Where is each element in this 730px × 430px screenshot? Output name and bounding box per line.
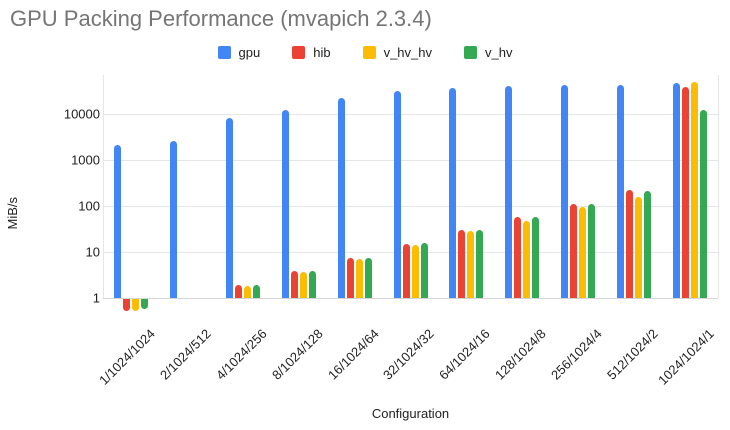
legend-swatch-v_hv_hv [362,45,376,59]
y-tick-label: 1000 [71,152,100,168]
bar-gpu-8/1024/128 [281,110,289,298]
x-axis-title: Configuration [371,406,450,421]
gridline-y-100 [103,206,718,207]
bar-v_hv-512/1024/2 [644,191,652,298]
legend-label: gpu [238,44,261,60]
legend-item-v_hv_hv: v_hv_hv [362,44,432,60]
bar-v_hv-1/1024/1024 [140,299,148,310]
legend-label: v_hv [485,44,513,60]
bar-v_hv-8/1024/128 [308,271,316,298]
bar-v_hv-256/1024/4 [588,203,596,298]
bar-v_hv_hv-256/1024/4 [579,206,587,298]
gridline-y-10000 [103,114,718,115]
plot-border-left [103,75,104,298]
x-tick-label-16/1024/64: 16/1024/64 [324,326,382,383]
chart-title: GPU Packing Performance (mvapich 2.3.4) [10,6,432,31]
bar-gpu-512/1024/2 [617,85,625,298]
legend-item-v_hv: v_hv [464,45,512,60]
bar-hib-16/1024/64 [346,257,354,298]
bar-gpu-1024/1024/1 [673,83,681,298]
bar-hib-32/1024/32 [402,243,410,298]
bar-hib-256/1024/4 [570,204,578,298]
bar-v_hv_hv-8/1024/128 [299,272,307,298]
bar-hib-64/1024/16 [458,230,466,298]
bar-hib-1/1024/1024 [122,299,130,311]
bar-gpu-32/1024/32 [393,91,401,298]
bar-v_hv-128/1024/8 [532,216,540,298]
gridline-y-1 [103,298,718,299]
bar-gpu-4/1024/256 [225,118,233,298]
x-tick-label-1024/1024/1: 1024/1024/1 [654,326,717,388]
gridline-y-1000 [103,160,718,161]
bar-gpu-128/1024/8 [505,86,513,298]
legend-item-gpu: gpu [217,44,261,60]
y-tick-label: 10 [85,244,100,260]
bar-hib-1024/1024/1 [682,86,690,298]
bar-v_hv-4/1024/256 [252,285,260,298]
bar-hib-4/1024/256 [234,285,242,298]
gridline-y-10 [103,252,718,253]
legend-label: v_hv_hv [383,44,432,60]
x-tick-label-1/1024/1024: 1/1024/1024 [95,326,158,388]
legend-label: hib [313,44,331,60]
x-tick-label-32/1024/32: 32/1024/32 [380,326,438,383]
plot-border-right [718,75,719,298]
y-axis-title: MiB/s [4,197,20,230]
legend-swatch-hib [292,45,306,59]
x-tick-label-4/1024/256: 4/1024/256 [212,326,270,383]
x-tick-label-512/1024/2: 512/1024/2 [604,326,661,383]
x-tick-label-128/1024/8: 128/1024/8 [492,326,549,383]
bar-v_hv_hv-1/1024/1024 [131,299,139,311]
y-tick-label: 10000 [63,106,100,122]
bar-hib-8/1024/128 [290,271,298,298]
bar-gpu-2/1024/512 [169,140,177,298]
bar-v_hv_hv-1024/1024/1 [691,81,699,298]
bar-hib-128/1024/8 [514,217,522,298]
bar-v_hv-16/1024/64 [364,257,372,298]
bar-v_hv_hv-64/1024/16 [467,231,475,298]
bar-v_hv-64/1024/16 [476,230,484,298]
legend: gpu hib v_hv_hv v_hv [0,42,730,62]
bar-v_hv_hv-16/1024/64 [355,258,363,298]
bar-gpu-1/1024/1024 [113,145,121,298]
y-tick-label: 100 [78,198,100,214]
x-tick-label-256/1024/4: 256/1024/4 [548,326,605,383]
bar-v_hv_hv-512/1024/2 [635,197,643,298]
bar-hib-512/1024/2 [626,190,634,298]
bar-v_hv-1024/1024/1 [700,109,708,298]
bar-v_hv_hv-4/1024/256 [243,286,251,298]
bar-v_hv_hv-128/1024/8 [523,221,531,298]
x-tick-label-64/1024/16: 64/1024/16 [436,326,494,383]
x-tick-label-2/1024/512: 2/1024/512 [156,326,214,383]
y-tick-label: 1 [92,290,100,306]
bar-v_hv_hv-32/1024/32 [411,245,419,298]
legend-swatch-v_hv [464,45,477,59]
bar-v_hv-32/1024/32 [420,243,428,298]
bar-gpu-256/1024/4 [561,85,569,298]
bar-gpu-64/1024/16 [449,87,457,298]
legend-swatch-gpu [217,45,231,59]
bar-gpu-16/1024/64 [337,98,345,298]
legend-item-hib: hib [292,44,331,60]
x-tick-label-8/1024/128: 8/1024/128 [268,326,326,383]
